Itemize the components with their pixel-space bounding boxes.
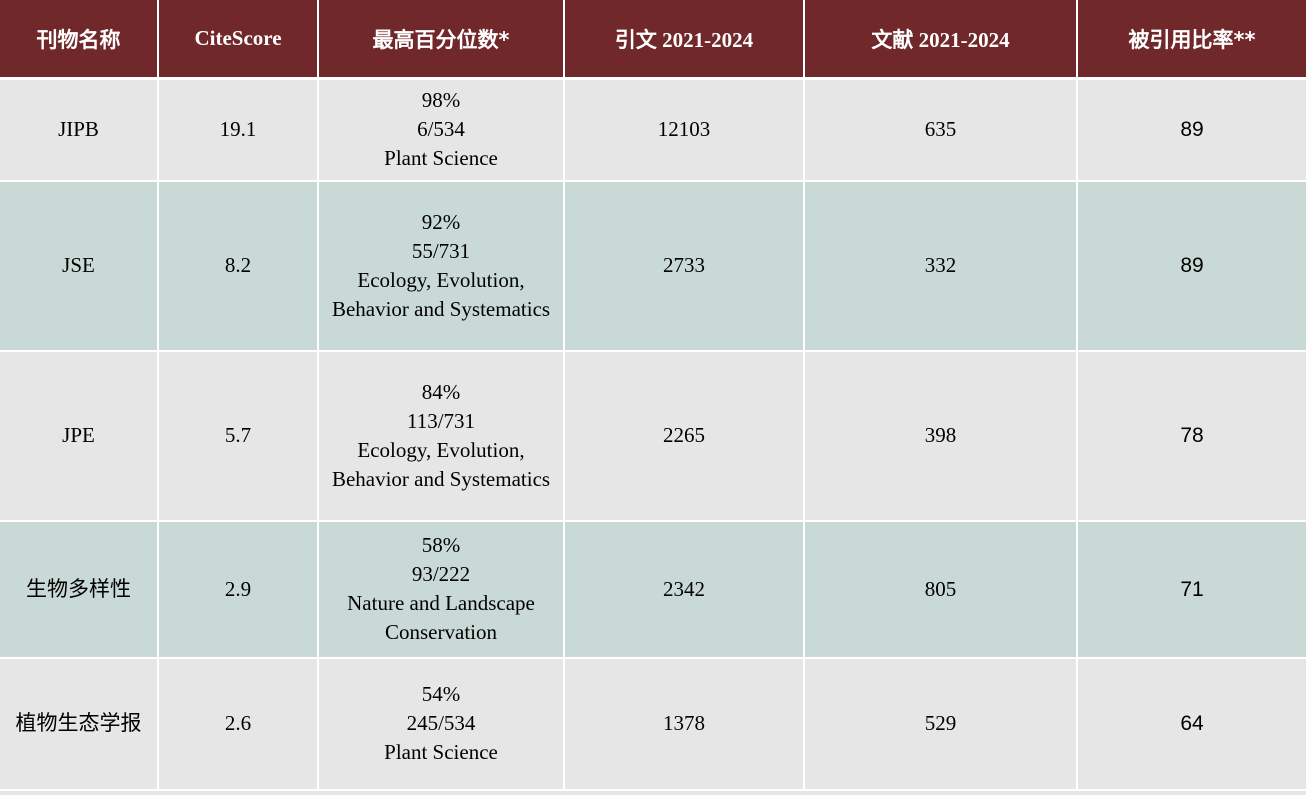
citescore-value: 2.6: [158, 657, 319, 791]
citations-value: 2342: [564, 520, 805, 659]
citations-value: 12103: [564, 78, 805, 182]
subject-category-line2: Conservation: [385, 620, 497, 644]
citations-value: 2265: [564, 350, 805, 522]
percentile-value: 58%: [421, 533, 461, 557]
subject-category: Ecology, Evolution,: [357, 267, 525, 292]
table-row: 生物多样性 2.9 58% 93/222 Nature and Landscap…: [0, 520, 1306, 659]
header-citations: 引文 2021-2024: [564, 0, 805, 80]
citescore-value: 8.2: [158, 180, 319, 352]
journal-name: 生物多样性: [0, 520, 159, 659]
subject-category-line2: Behavior and Systematics: [331, 466, 551, 491]
citescore-value: 2.9: [158, 520, 319, 659]
header-row: 刊物名称 CiteScore 最高百分位数* 引文 2021-2024 文献 2…: [0, 0, 1306, 80]
header-cited-ratio: 被引用比率**: [1077, 0, 1306, 80]
subject-category: Ecology, Evolution,: [357, 437, 525, 462]
citescore-value: 19.1: [158, 78, 319, 182]
percentile-cell: 54% 245/534 Plant Science: [318, 657, 565, 791]
percentile-cell: 84% 113/731 Ecology, Evolution, Behavior…: [318, 350, 565, 522]
rank-value: 6/534: [417, 117, 465, 142]
header-highest-percentile: 最高百分位数*: [318, 0, 565, 80]
journal-name: JSE: [0, 180, 159, 352]
table-row: JPE 5.7 84% 113/731 Ecology, Evolution, …: [0, 350, 1306, 522]
documents-value: 529: [804, 657, 1078, 791]
documents-value: 635: [804, 78, 1078, 182]
rank-value: 113/731: [406, 408, 476, 433]
journal-name: JIPB: [0, 78, 159, 182]
table-body: JIPB 19.1 98% 6/534 Plant Science 12103 …: [0, 78, 1306, 791]
header-documents: 文献 2021-2024: [804, 0, 1078, 80]
documents-value: 805: [804, 520, 1078, 659]
header-journal-name: 刊物名称: [0, 0, 159, 80]
percentile-value: 54%: [421, 682, 461, 706]
rank-value: 55/731: [411, 238, 471, 263]
percentile-value: 92%: [421, 209, 461, 234]
table-header: 刊物名称 CiteScore 最高百分位数* 引文 2021-2024 文献 2…: [0, 0, 1306, 80]
table-row: 植物生态学报 2.6 54% 245/534 Plant Science 137…: [0, 657, 1306, 791]
table-bottom-edge: [0, 790, 1306, 795]
subject-category: Plant Science: [384, 146, 498, 171]
journal-name: 植物生态学报: [0, 657, 159, 791]
cited-ratio-value: 89: [1077, 180, 1306, 352]
journal-name: JPE: [0, 350, 159, 522]
citations-value: 2733: [564, 180, 805, 352]
header-citescore: CiteScore: [158, 0, 319, 80]
percentile-cell: 92% 55/731 Ecology, Evolution, Behavior …: [318, 180, 565, 352]
cited-ratio-value: 71: [1077, 520, 1306, 659]
citescore-value: 5.7: [158, 350, 319, 522]
percentile-cell: 98% 6/534 Plant Science: [318, 78, 565, 182]
percentile-value: 84%: [421, 379, 461, 404]
rank-value: 93/222: [411, 562, 471, 586]
percentile-cell: 58% 93/222 Nature and Landscape Conserva…: [318, 520, 565, 659]
rank-value: 245/534: [406, 711, 476, 735]
citations-value: 1378: [564, 657, 805, 791]
subject-category: Plant Science: [384, 740, 498, 764]
documents-value: 398: [804, 350, 1078, 522]
cited-ratio-value: 78: [1077, 350, 1306, 522]
table-row: JSE 8.2 92% 55/731 Ecology, Evolution, B…: [0, 180, 1306, 352]
documents-value: 332: [804, 180, 1078, 352]
subject-category-line2: Behavior and Systematics: [331, 296, 551, 321]
cited-ratio-value: 89: [1077, 78, 1306, 182]
subject-category: Nature and Landscape: [347, 591, 535, 615]
percentile-value: 98%: [421, 88, 461, 113]
cited-ratio-value: 64: [1077, 657, 1306, 791]
table-row: JIPB 19.1 98% 6/534 Plant Science 12103 …: [0, 78, 1306, 182]
